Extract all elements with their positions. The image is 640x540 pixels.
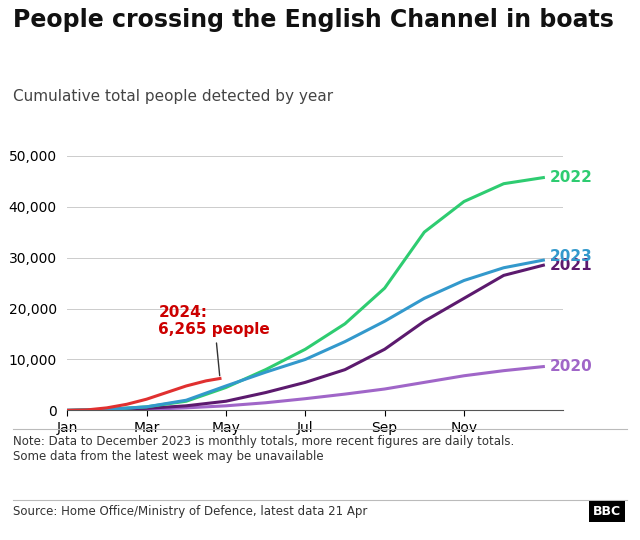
Text: Note: Data to December 2023 is monthly totals, more recent figures are daily tot: Note: Data to December 2023 is monthly t…: [13, 435, 514, 463]
Text: Cumulative total people detected by year: Cumulative total people detected by year: [13, 89, 333, 104]
Text: 2023: 2023: [549, 249, 592, 264]
Text: 2024:
6,265 people: 2024: 6,265 people: [159, 305, 270, 376]
Text: Source: Home Office/Ministry of Defence, latest data 21 Apr: Source: Home Office/Ministry of Defence,…: [13, 505, 367, 518]
Text: BBC: BBC: [593, 505, 621, 518]
Text: People crossing the English Channel in boats: People crossing the English Channel in b…: [13, 8, 614, 32]
Text: 2022: 2022: [549, 170, 592, 185]
Text: 2021: 2021: [549, 258, 592, 273]
Text: 2020: 2020: [549, 359, 592, 374]
